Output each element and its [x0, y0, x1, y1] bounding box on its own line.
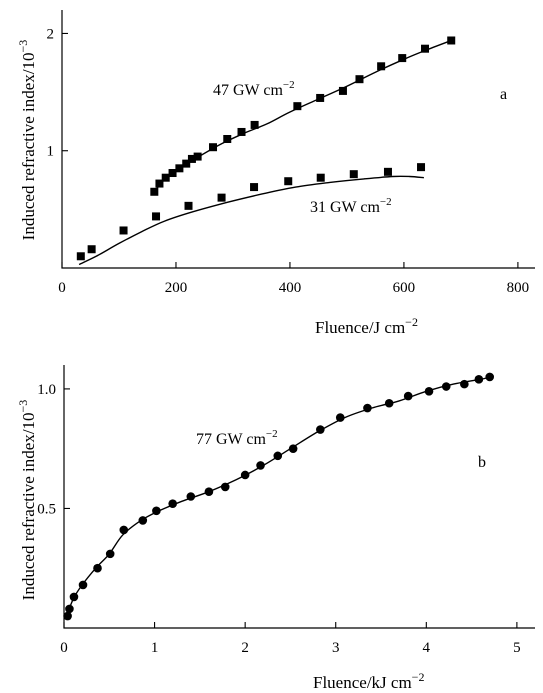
panel-a-ticks: 0 200 400 600 800 1 2: [47, 26, 530, 296]
panel-a-x-tick-label: 800: [507, 280, 530, 296]
panel-b-series-1-point: [363, 403, 372, 413]
panel-b-series-1-point: [256, 461, 265, 470]
panel-b-series-1-point: [335, 413, 345, 422]
panel-b-series-1-point: [168, 499, 177, 508]
panel-b-series-1-point: [441, 382, 451, 391]
panel-a-series-1-point: [193, 152, 202, 161]
panel-a-y-tick-label: 1: [47, 144, 55, 160]
panel-b-x-tick-label: 5: [513, 640, 521, 656]
panel-b-axis-frame: [63, 365, 535, 629]
panel-a-series-1-point: [398, 54, 407, 63]
panel-a-y-axis-title: Induced refractive index/10−3: [16, 40, 38, 241]
panel-a-fit-curves: [78, 39, 452, 266]
panel-b-series-1-point: [105, 549, 115, 559]
panel-b-label: b: [478, 454, 486, 471]
panel-a-series-1-point: [168, 169, 177, 178]
panel-b-series-1-point: [69, 592, 79, 602]
panel-a-series-2-annotation: 31 GW cm−2: [310, 196, 392, 216]
panel-a-series-1-point: [250, 120, 259, 129]
panel-a-x-tick-label: 400: [279, 280, 302, 296]
panel-b-series-1-point: [138, 516, 148, 525]
panel-a-x-tick-label: 600: [393, 280, 416, 296]
panel-b-x-tick-label: 3: [332, 640, 340, 656]
panel-b-axes: [63, 365, 535, 629]
panel-a-axes: [61, 10, 535, 269]
panel-b-series-annotation: 77 GW cm−2: [196, 428, 278, 448]
panel-a-series-1-point: [161, 173, 170, 182]
panel-a-y-tick-label: 2: [47, 26, 55, 42]
panel-a-series-1-point: [338, 86, 347, 95]
panel-a-series-1-annotation: 47 GW cm−2: [213, 79, 295, 99]
panel-b-series-1-point: [403, 391, 413, 401]
panel-a-series-1-point: [355, 75, 364, 84]
panel-b-ticks: 0 1 2 3 4 5 0.5 1.0: [37, 382, 520, 656]
panel-b-data-points: [63, 372, 495, 621]
panel-b-series-1-point: [65, 604, 74, 614]
panel-a-series-1-point: [237, 127, 246, 136]
panel-a-series-2-point: [417, 163, 426, 172]
panel-b-series-1-point: [273, 451, 283, 461]
panel-a-series-1-point: [175, 164, 184, 173]
panel-a-axis-frame: [61, 10, 535, 269]
panel-a-series-1-point: [447, 36, 456, 45]
panel-b-series-1-point: [288, 444, 298, 453]
panel-a-series-2-point: [250, 183, 259, 192]
panel-b-y-tick-label: 1.0: [37, 382, 56, 398]
panel-b-series-1-point: [240, 470, 250, 480]
panel-b: 0 1 2 3 4 5 0.5 1.0 77 GW cm−2 b Induced refrac…: [16, 365, 535, 692]
panel-b-series-1-point: [384, 398, 394, 408]
panel-a-series-1-point: [377, 62, 386, 71]
panel-b-series-1-point: [152, 506, 161, 516]
panel-a-x-tick-label: 200: [165, 280, 188, 296]
panel-a-series-1-point: [187, 154, 196, 163]
panel-a-data-points: [76, 36, 456, 261]
panel-b-series-1-point: [485, 372, 495, 382]
panel-a-series-2-fit-line: [78, 175, 424, 266]
panel-a-series-2-point: [119, 226, 128, 235]
panel-a-series-1-point: [421, 44, 430, 53]
panel-b-series-1-point: [424, 387, 434, 396]
panel-a-series-1-point: [293, 102, 302, 111]
panel-a-series-2-point: [87, 245, 96, 254]
panel-b-series-1-point: [316, 425, 325, 434]
panel-b-series-1-point: [119, 525, 129, 535]
panel-a-series-2-point: [152, 212, 161, 221]
panel-a-series-1-point: [316, 93, 325, 102]
panel-a-label: a: [500, 86, 507, 103]
panel-a-series-2-point: [349, 170, 358, 179]
panel-a-series-1-point: [150, 187, 159, 196]
panel-b-series-1-point: [63, 611, 72, 621]
panel-b-fit-curves: [66, 376, 490, 617]
panel-a-series-2-point: [184, 201, 193, 210]
panel-b-series-1-point: [93, 563, 102, 573]
panel-a-series-2-point: [284, 177, 293, 186]
panel-b-y-tick-label: 0.5: [37, 501, 56, 517]
panel-a-series-2-point: [76, 252, 85, 261]
panel-b-series-1-point: [78, 580, 88, 590]
panel-b-x-tick-label: 1: [151, 640, 159, 656]
panel-a-x-axis-title: Fluence/J cm−2: [315, 315, 418, 337]
panel-a-series-1-point: [182, 159, 191, 168]
panel-a-series-1-point: [209, 143, 218, 152]
panel-a-series-1-fit-line: [152, 39, 452, 194]
panel-b-series-1-point: [186, 492, 196, 501]
panel-b-x-tick-label: 0: [60, 640, 68, 656]
panel-a-series-2-point: [383, 167, 392, 176]
panel-b-series-1-point: [460, 379, 469, 389]
panel-b-series-1-point: [204, 487, 214, 497]
panel-a-x-tick-label: 0: [58, 280, 66, 296]
panel-a-series-1-point: [155, 179, 164, 188]
panel-b-x-tick-label: 4: [423, 640, 431, 656]
panel-b-series-1-point: [474, 375, 484, 384]
panel-b-x-axis-title: Fluence/kJ cm−2: [313, 670, 424, 692]
panel-a-series-2-point: [217, 193, 226, 202]
panel-b-y-axis-title: Induced refractive index/10−3: [16, 400, 38, 601]
panel-b-series-1-fit-line: [66, 376, 490, 617]
panel-a-series-2-point: [316, 173, 325, 182]
panel-b-series-1-point: [220, 482, 230, 492]
panel-b-x-tick-label: 2: [241, 640, 249, 656]
panel-a-series-1-point: [223, 135, 232, 143]
